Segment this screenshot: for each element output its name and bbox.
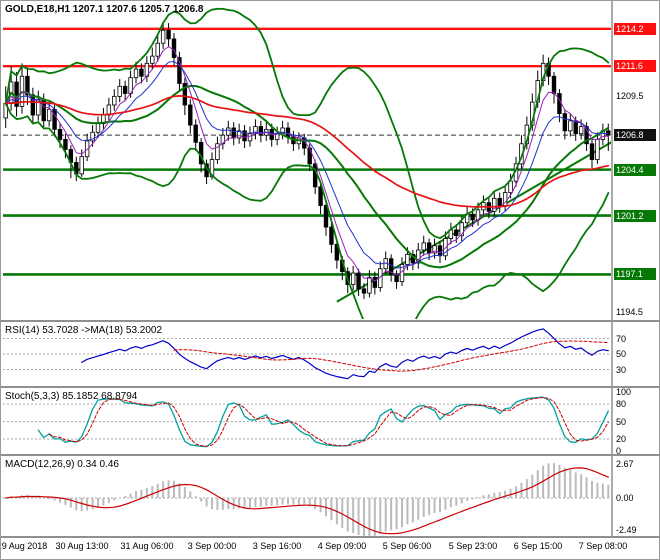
- price-axis-label: 1197.1: [614, 268, 656, 281]
- macd-axis-label: 2.67: [616, 458, 634, 469]
- macd-axis-label: 0.00: [616, 492, 634, 503]
- price-axis-label: 1211.6: [614, 60, 656, 73]
- stoch-axis-label: 80: [616, 399, 627, 410]
- macd-indicator-label: MACD(12,26,9) 0.34 0.46: [5, 459, 119, 470]
- price-axis-label: 1194.5: [616, 306, 643, 317]
- chart-symbol-ohlc: GOLD,E18,H1 1207.1 1207.6 1205.7 1206.8: [5, 4, 204, 15]
- date-axis-label: 5 Sep 06:00: [382, 541, 432, 551]
- date-axis-label: 29 Aug 2018: [0, 541, 48, 551]
- price-axis[interactable]: 1214.2 1211.6 1209.5 1206.8 1204.4 1201.2 1197…: [611, 1, 659, 538]
- date-axis-label: 31 Aug 06:00: [120, 541, 174, 551]
- date-axis-label: 3 Sep 16:00: [252, 541, 302, 551]
- stochastic-indicator-label: Stoch(5,3,3) 85.1852 68.8794: [5, 391, 138, 402]
- price-axis-label: 1206.8: [614, 129, 656, 142]
- date-axis-label: 5 Sep 23:00: [448, 541, 498, 551]
- time-axis[interactable]: 29 Aug 2018 30 Aug 13:00 31 Aug 06:00 3 Sep…: [0, 538, 659, 559]
- stoch-axis-label: 100: [616, 387, 632, 398]
- rsi-axis-label: 30: [616, 364, 627, 375]
- date-axis-label: 30 Aug 13:00: [55, 541, 109, 551]
- price-axis-label: 1214.2: [614, 22, 656, 35]
- price-axis-label: 1204.4: [614, 163, 656, 176]
- rsi-axis-label: 70: [616, 333, 627, 344]
- price-axis-label: 1209.5: [616, 91, 644, 102]
- stoch-axis-label: 20: [616, 434, 627, 445]
- price-axis-label: 1201.2: [614, 209, 656, 222]
- stoch-axis-label: 50: [616, 416, 627, 427]
- date-axis-label: 3 Sep 00:00: [187, 541, 237, 551]
- date-axis-label: 4 Sep 09:00: [317, 541, 367, 551]
- stoch-axis-label: 0: [616, 445, 622, 456]
- macd-axis-label: -2.49: [616, 524, 637, 535]
- rsi-indicator-label: RSI(14) 53.7028 ->MA(18) 53.2002: [5, 325, 163, 336]
- date-axis-label: 7 Sep 08:00: [578, 541, 628, 551]
- date-axis-label: 6 Sep 15:00: [513, 541, 563, 551]
- rsi-axis-label: 50: [616, 349, 627, 359]
